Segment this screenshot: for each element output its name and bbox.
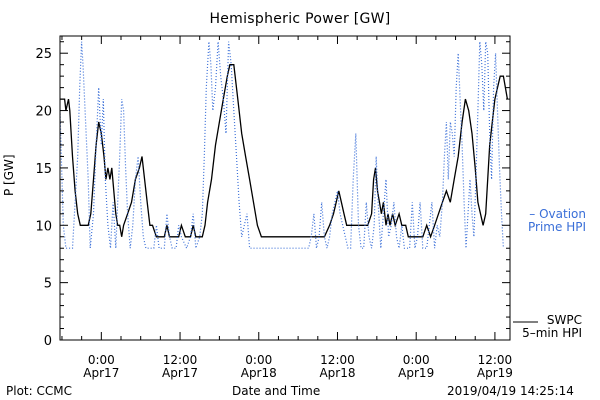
legend-ovation: – Ovation Prime HPI	[528, 208, 586, 234]
legend-ovation-line1: – Ovation	[529, 207, 586, 221]
plot-frame	[59, 35, 511, 341]
legend-swpc-line1: SWPC	[546, 313, 582, 327]
y-tick-label: 20	[35, 105, 52, 120]
x-tick-label-date: Apr17	[162, 366, 198, 380]
x-tick-label-date: Apr18	[319, 366, 355, 380]
x-tick-label-time: 0:00	[403, 353, 430, 367]
y-axis-label: P [GW]	[2, 154, 16, 196]
x-tick-label-time: 0:00	[88, 353, 115, 367]
x-tick-label-date: Apr19	[477, 366, 513, 380]
x-tick-label-date: Apr18	[241, 366, 277, 380]
y-tick-label: 10	[35, 219, 52, 234]
plot-credit: Plot: CCMC	[6, 384, 72, 398]
x-tick-label-time: 12:00	[320, 353, 355, 367]
x-tick-label-time: 12:00	[163, 353, 198, 367]
plot-timestamp: 2019/04/19 14:25:14	[447, 384, 574, 398]
x-tick-label-time: 0:00	[245, 353, 272, 367]
x-tick-label-time: 12:00	[478, 353, 513, 367]
y-tick-label: 25	[35, 47, 52, 62]
y-tick-label: 0	[44, 334, 52, 349]
legend-swpc-line2: 5–min HPI	[522, 326, 582, 340]
x-tick-label-date: Apr19	[398, 366, 434, 380]
legend-ovation-line2: Prime HPI	[528, 220, 586, 234]
x-tick-label-date: Apr17	[83, 366, 119, 380]
y-tick-label: 5	[44, 277, 52, 292]
x-axis-label: Date and Time	[232, 384, 321, 398]
y-tick-label: 15	[35, 162, 52, 177]
ovation-hpi-line	[60, 41, 504, 250]
swpc-hpi-line	[60, 64, 509, 239]
chart-title: Hemispheric Power [GW]	[209, 11, 391, 27]
legend-swpc: SWPC 5–min HPI	[522, 314, 582, 340]
